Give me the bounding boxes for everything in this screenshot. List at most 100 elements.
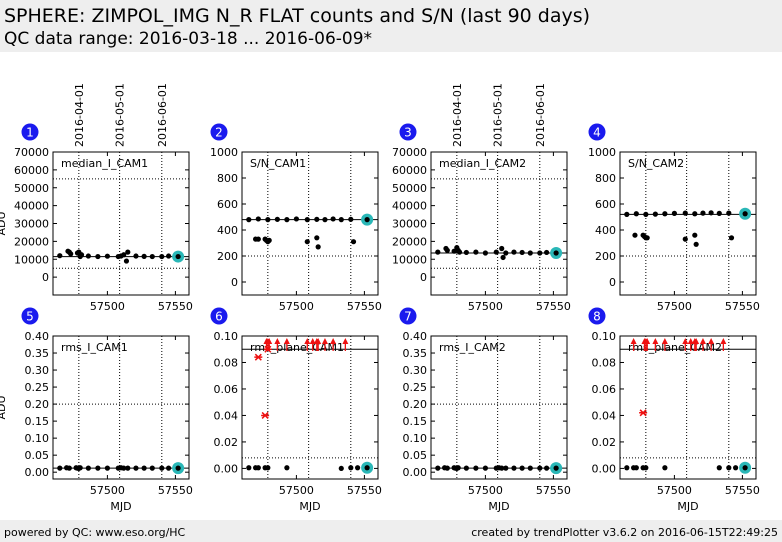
y-tick-label: 0.10 [214,330,239,343]
y-axis-label: ADU [0,211,8,235]
y-tick-label: 0.30 [25,364,50,377]
x-axis-label: MJD [488,500,509,513]
panel-number-badge [210,307,228,325]
y-axis-label: ADU [0,395,8,419]
data-point [350,239,357,245]
offscale-arrow-head [661,338,668,344]
chart-grid: 0100002000030000400005000060000700005750… [0,83,760,513]
x-tick-label: 57550 [725,300,760,313]
data-point [716,465,722,471]
offscale-arrow-head [687,338,694,344]
panel-number-badge [210,123,228,141]
y-tick-label: 0.10 [25,432,50,445]
y-tick-label: 20000 [392,235,427,248]
data-point [527,465,533,471]
data-point [682,210,688,216]
date-tick-label: 2016-05-01 [492,83,505,147]
data-point [652,211,658,217]
data-point [274,216,280,222]
panel-7: 0.00 0.05 0.10 0.15 0.20 0.25 0.30 0.35 0.40 5750… [399,307,571,513]
data-point [314,235,320,241]
y-tick-label: 0.08 [592,356,617,369]
data-point [451,248,457,254]
data-point [304,217,310,223]
data-point [726,465,732,471]
y-tick-label: 70000 [392,146,427,159]
y-tick-label: 600 [595,198,616,211]
y-tick-label: 0.00 [214,462,239,475]
x-axis-label: MJD [299,500,320,513]
data-point [708,210,714,216]
data-point [482,250,488,256]
latest-point [742,211,748,217]
x-tick-label: 57500 [90,484,125,497]
panel-label: median_I_CAM1 [61,157,148,170]
panel-label: rms_plane_CAM2 [628,341,722,354]
data-point [728,235,735,241]
panel-4: 0 200 400 600 800 1000 57500 57550 S/N_CAM2 4 [588,123,760,313]
footer-powered-by: powered by QC: www.eso.org/HC [4,526,186,539]
data-point [246,217,252,223]
data-point [104,465,110,471]
data-point [527,250,533,256]
panel-8: 0.00 0.02 0.04 0.06 0.08 0.10 57500 57550 rms_pl… [588,307,760,513]
y-tick-label: 60000 [14,164,49,177]
data-point [473,249,479,255]
x-axis-label: MJD [677,500,698,513]
y-tick-label: 0 [231,276,238,289]
data-point [104,253,110,259]
panel-number: 8 [593,310,601,324]
data-point [444,465,450,471]
offscale-arrow-head [652,338,659,344]
data-point [499,245,505,252]
data-point [519,249,525,256]
y-tick-label: 0.10 [403,432,428,445]
date-tick-label: 2016-05-01 [114,83,127,147]
y-tick-label: 0.05 [25,449,50,462]
y-tick-label: 0.04 [592,409,617,422]
header: SPHERE: ZIMPOL_IMG N_R FLAT counts and S… [0,0,782,52]
data-point [255,465,261,471]
data-point [166,253,172,259]
data-point [544,465,550,471]
y-tick-label: 0.20 [25,398,50,411]
offscale-arrow-head [274,338,281,344]
data-point [57,253,63,259]
outlier-point [261,411,270,419]
data-point [482,465,488,471]
data-point [338,217,344,223]
y-tick-label: 70000 [14,146,49,159]
x-tick-label: 57550 [158,300,193,313]
y-tick-label: 0.40 [403,330,428,343]
data-point [149,253,155,260]
data-point [662,465,668,471]
y-tick-label: 30000 [14,218,49,231]
latest-point [553,465,559,471]
date-tick-label: 2016-06-01 [534,83,547,147]
data-point [121,252,127,258]
data-point [125,249,131,255]
data-point [141,465,147,471]
data-point [284,465,290,471]
data-point [463,465,469,471]
y-tick-label: 1000 [210,146,238,159]
data-point [503,465,509,471]
plot-frame [619,335,757,480]
panel-number: 1 [26,126,34,140]
data-point [435,465,441,471]
offscale-arrow-head [630,338,637,344]
data-point [693,241,699,247]
y-tick-label: 30000 [392,218,427,231]
outlier-point [254,353,263,361]
data-point [149,465,155,471]
y-tick-label: 0.15 [403,415,428,428]
page-subtitle: QC data range: 2016-03-18 ... 2016-06-09… [4,29,373,49]
data-point [671,210,678,216]
data-point [643,211,649,217]
panel-label: rms_I_CAM2 [439,341,506,354]
data-point [624,211,630,217]
data-point [284,217,290,223]
offscale-arrow-head [266,338,273,344]
latest-point [553,250,559,256]
data-point [633,465,639,471]
